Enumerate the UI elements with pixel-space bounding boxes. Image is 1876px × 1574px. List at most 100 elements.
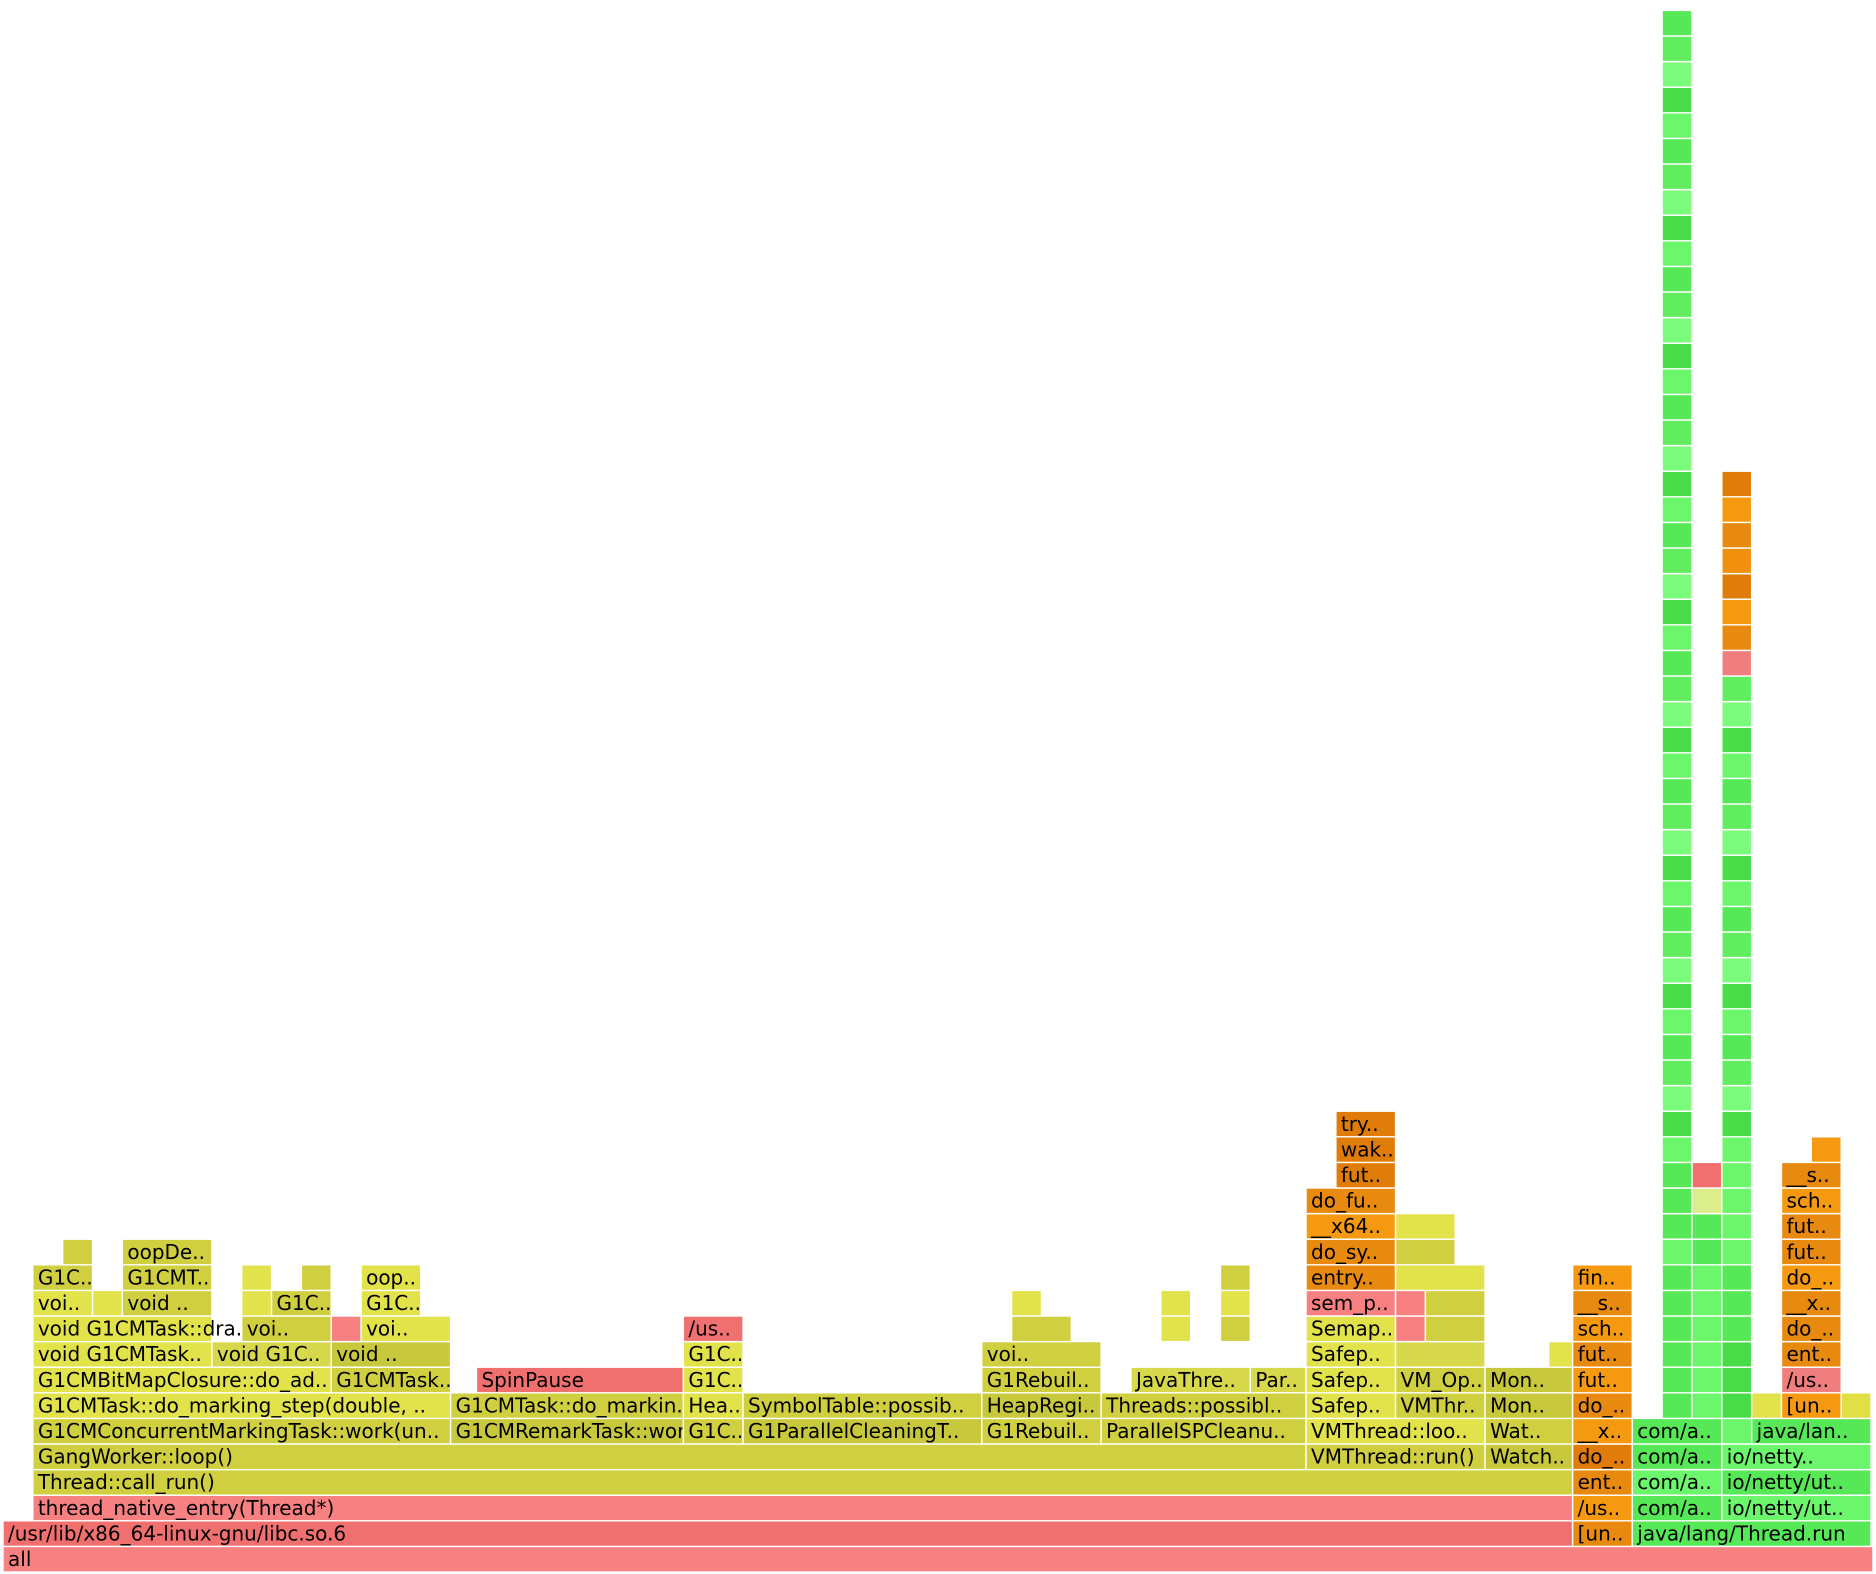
flame-frame[interactable]: thread_native_entry(Thread*) (32, 1494, 1574, 1522)
flame-frame[interactable]: Semap.. (1305, 1315, 1397, 1343)
flame-frame-rect[interactable] (1305, 1238, 1397, 1266)
flame-frame[interactable] (1721, 1366, 1753, 1394)
flame-frame[interactable] (1661, 1289, 1693, 1317)
flame-frame-rect[interactable] (1661, 726, 1693, 754)
flame-frame[interactable] (1661, 1161, 1693, 1189)
flame-frame-rect[interactable] (32, 1315, 213, 1343)
flame-frame[interactable]: void G1CMTask.. (32, 1340, 213, 1368)
flame-frame-rect[interactable] (1219, 1315, 1252, 1343)
flame-frame[interactable] (241, 1289, 273, 1317)
flame-frame[interactable] (1010, 1289, 1043, 1317)
flame-frame[interactable] (1721, 803, 1753, 831)
flame-frame-rect[interactable] (1571, 1443, 1633, 1471)
flame-frame[interactable]: io/netty/ut.. (1721, 1468, 1872, 1496)
flame-frame-rect[interactable] (1721, 1238, 1753, 1266)
flame-frame[interactable]: entry.. (1305, 1264, 1397, 1292)
flame-frame[interactable]: voi.. (241, 1315, 332, 1343)
flame-frame[interactable]: __x.. (1780, 1289, 1842, 1317)
flame-frame-rect[interactable] (449, 1392, 685, 1420)
flame-frame-rect[interactable] (1721, 547, 1753, 575)
flame-frame[interactable] (1661, 521, 1693, 549)
flame-frame-rect[interactable] (1394, 1264, 1486, 1292)
flame-frame-rect[interactable] (32, 1443, 1307, 1471)
flame-frame-rect[interactable] (1721, 598, 1753, 626)
flame-frame-rect[interactable] (1661, 1008, 1693, 1036)
flame-frame-rect[interactable] (1571, 1366, 1633, 1394)
flame-frame-rect[interactable] (1780, 1161, 1842, 1189)
flame-frame-rect[interactable] (1780, 1289, 1842, 1317)
flame-frame[interactable] (1691, 1187, 1723, 1215)
flame-frame[interactable]: Mon.. (1484, 1366, 1574, 1394)
flame-frame[interactable]: Thread::call_run() (32, 1468, 1574, 1496)
flame-frame[interactable] (1721, 1161, 1753, 1189)
flame-frame[interactable] (1721, 1187, 1753, 1215)
flame-frame[interactable] (1721, 1084, 1753, 1112)
flame-frame-rect[interactable] (449, 1417, 685, 1445)
flame-frame-rect[interactable] (32, 1494, 1574, 1522)
flame-frame-rect[interactable] (1305, 1315, 1397, 1343)
flame-frame[interactable] (1691, 1212, 1723, 1240)
flame-frame[interactable] (1661, 931, 1693, 959)
flame-frame[interactable]: fut.. (1571, 1366, 1633, 1394)
flame-frame[interactable] (1661, 163, 1693, 191)
flame-frame[interactable] (1721, 598, 1753, 626)
flame-frame[interactable]: G1CMRemarkTask::wor.. (449, 1417, 697, 1445)
flame-frame-rect[interactable] (1721, 1110, 1753, 1138)
flame-frame-rect[interactable] (742, 1392, 983, 1420)
flame-frame[interactable] (1661, 956, 1693, 984)
flame-frame[interactable] (1394, 1315, 1427, 1343)
flame-frame-rect[interactable] (1661, 496, 1693, 524)
flame-frame-rect[interactable] (1721, 1187, 1753, 1215)
flame-frame[interactable] (1691, 1315, 1723, 1343)
flame-frame-rect[interactable] (1750, 1392, 1783, 1420)
flame-frame[interactable] (1661, 1136, 1693, 1164)
flame-frame[interactable]: G1C.. (270, 1289, 332, 1317)
flame-frame[interactable] (61, 1238, 94, 1266)
flame-frame-rect[interactable] (1661, 649, 1693, 677)
flame-frame-rect[interactable] (1661, 1289, 1693, 1317)
flame-frame-rect[interactable] (300, 1264, 332, 1292)
flame-frame[interactable]: G1Rebuil.. (981, 1366, 1102, 1394)
flame-frame[interactable]: /us.. (1571, 1494, 1633, 1522)
flame-frame[interactable]: SymbolTable::possib.. (742, 1392, 983, 1420)
flame-frame-rect[interactable] (682, 1366, 744, 1394)
flame-frame[interactable]: void .. (121, 1289, 213, 1317)
flame-frame[interactable] (1661, 342, 1693, 370)
flame-frame-rect[interactable] (1661, 368, 1693, 396)
flame-frame[interactable] (1661, 137, 1693, 165)
flame-frame[interactable]: sch.. (1571, 1315, 1633, 1343)
flame-frame[interactable] (1661, 649, 1693, 677)
flame-frame[interactable]: VMThread::loo.. (1305, 1417, 1486, 1445)
flame-frame[interactable] (1394, 1340, 1486, 1368)
flame-frame-rect[interactable] (1661, 572, 1693, 600)
flame-frame[interactable] (1661, 112, 1693, 140)
flame-frame[interactable] (1661, 240, 1693, 268)
flame-frame[interactable] (1424, 1315, 1486, 1343)
flame-frame-rect[interactable] (1631, 1443, 1723, 1471)
flame-frame-rect[interactable] (121, 1238, 213, 1266)
flame-frame[interactable] (1394, 1238, 1456, 1266)
flame-frame[interactable] (1721, 752, 1753, 780)
flame-frame[interactable] (1661, 1340, 1693, 1368)
flame-frame[interactable]: Threads::possibl.. (1100, 1392, 1307, 1420)
flame-frame[interactable] (1721, 1238, 1753, 1266)
flame-frame[interactable] (1661, 1212, 1693, 1240)
flame-frame[interactable]: do_.. (1780, 1264, 1842, 1292)
flame-frame[interactable] (1661, 188, 1693, 216)
flame-frame[interactable]: oopDe.. (121, 1238, 213, 1266)
flame-frame[interactable]: GangWorker::loop() (32, 1443, 1307, 1471)
flame-frame[interactable] (1721, 1212, 1753, 1240)
flame-frame-rect[interactable] (1010, 1315, 1072, 1343)
flame-frame[interactable]: Par.. (1249, 1366, 1307, 1394)
flame-frame[interactable] (1661, 419, 1693, 447)
flame-frame-rect[interactable] (1394, 1315, 1427, 1343)
flame-frame-rect[interactable] (1394, 1366, 1486, 1394)
flame-frame-rect[interactable] (1691, 1392, 1723, 1420)
flame-frame[interactable] (1661, 60, 1693, 88)
flame-frame-rect[interactable] (1394, 1340, 1486, 1368)
flame-frame-rect[interactable] (1661, 291, 1693, 319)
flame-frame-rect[interactable] (1721, 1059, 1753, 1087)
flame-frame-rect[interactable] (1721, 649, 1753, 677)
flame-frame[interactable]: Safep.. (1305, 1340, 1397, 1368)
flame-frame[interactable] (1661, 1366, 1693, 1394)
